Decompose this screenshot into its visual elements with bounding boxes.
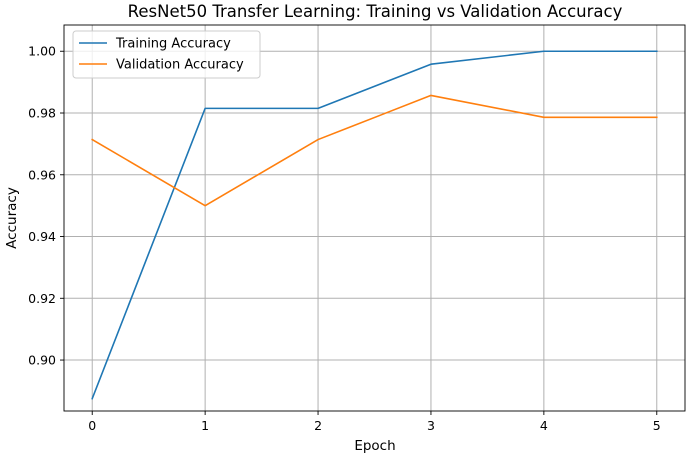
series-line-training [91, 50, 658, 400]
legend-box [72, 30, 261, 79]
series-line-validation [91, 94, 658, 207]
x-axis-label: Epoch [354, 438, 395, 454]
x-axis-ticks: 0 1 2 3 4 5 [88, 411, 661, 433]
plot-frame [63, 24, 686, 412]
legend-label: Training Accuracy [115, 37, 231, 52]
x-tick-label: 5 [653, 418, 661, 433]
series-lines [91, 50, 658, 400]
x-tick-label: 4 [540, 418, 548, 433]
x-tick-label: 3 [427, 418, 435, 433]
y-tick-label: 0.98 [28, 106, 56, 121]
x-tick-label: 0 [88, 418, 96, 433]
chart-title: ResNet50 Transfer Learning: Training vs … [128, 2, 623, 21]
y-tick-label: 0.96 [28, 167, 56, 182]
grid [64, 25, 685, 411]
y-tick-label: 0.94 [28, 229, 56, 244]
x-tick-label: 2 [314, 418, 322, 433]
y-tick-label: 0.92 [28, 291, 56, 306]
y-axis-ticks: 0.90 0.92 0.94 0.96 0.98 1.00 [28, 44, 64, 368]
legend: Training Accuracy Validation Accuracy [72, 30, 261, 79]
y-tick-label: 1.00 [28, 44, 56, 59]
legend-label: Validation Accuracy [116, 58, 244, 73]
x-tick-label: 1 [201, 418, 209, 433]
y-tick-label: 0.90 [28, 353, 56, 368]
y-axis-label: Accuracy [4, 187, 20, 249]
